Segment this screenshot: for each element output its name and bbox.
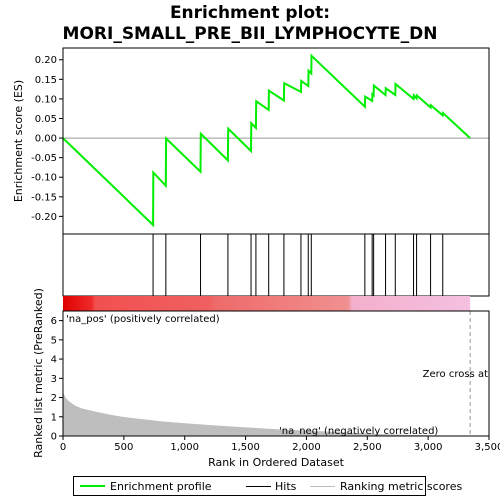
es-ytick-label: 0.10 — [35, 94, 57, 105]
es-ytick-label: 0.15 — [35, 75, 57, 86]
metric-ytick-label: 2 — [51, 393, 57, 404]
es-ytick-label: 0.05 — [35, 114, 57, 125]
legend-enrichment-swatch — [80, 485, 105, 487]
xtick-label: 500 — [114, 442, 133, 453]
metric-ytick-label: 4 — [51, 355, 57, 366]
es-ytick-label: 0.00 — [35, 134, 57, 145]
chart-title-line2: MORI_SMALL_PRE_BII_LYMPHOCYTE_DN — [63, 24, 438, 44]
hits-panel — [63, 234, 489, 296]
es-ytick-label: 0.20 — [35, 55, 57, 66]
xtick-label: 1,000 — [170, 442, 199, 453]
rank-color-bar — [63, 296, 470, 311]
metric-panel: Zero cross at 'na_pos' (positively corre… — [51, 311, 500, 453]
xtick-label: 2,000 — [292, 442, 321, 453]
x-axis-label: Rank in Ordered Dataset — [208, 456, 345, 469]
legend-ranking-metric: Ranking metric scores — [340, 480, 462, 493]
xtick-label: 1,500 — [231, 442, 260, 453]
legend-hits: Hits — [275, 480, 296, 493]
metric-ytick-label: 0 — [51, 432, 57, 443]
metric-ytick-label: 6 — [51, 316, 57, 327]
es-panel: 0.20 0.15 0.10 0.05 0.00 -0.05 -0.10 -0.15 -0.20 — [31, 48, 489, 234]
es-ytick-label: -0.05 — [31, 153, 57, 164]
xtick-label: 2,500 — [353, 442, 382, 453]
xtick-label: 3,500 — [475, 442, 500, 453]
xtick-label: 3,000 — [414, 442, 443, 453]
legend-metric-swatch — [310, 486, 335, 487]
negative-correlation-label: 'na_neg' (negatively correlated) — [279, 426, 438, 437]
chart-title-line1: Enrichment plot: — [170, 3, 330, 23]
xtick-label: 0 — [60, 442, 66, 453]
metric-axis-label: Ranked list metric (PreRanked) — [32, 288, 45, 458]
metric-ytick-label: 1 — [51, 412, 57, 423]
es-ytick-label: -0.10 — [31, 173, 57, 184]
legend-enrichment-profile: Enrichment profile — [110, 480, 212, 493]
metric-ytick-label: 3 — [51, 374, 57, 385]
zero-cross-label: Zero cross at — [423, 369, 488, 380]
es-axis-label: Enrichment score (ES) — [12, 80, 25, 202]
es-ytick-label: -0.20 — [31, 212, 57, 223]
legend: Enrichment profile Hits Ranking metric s… — [73, 476, 426, 496]
legend-hits-swatch — [246, 486, 271, 487]
metric-ytick-label: 5 — [51, 335, 57, 346]
es-ytick-label: -0.15 — [31, 192, 57, 203]
positive-correlation-label: 'na_pos' (positively correlated) — [66, 314, 220, 325]
